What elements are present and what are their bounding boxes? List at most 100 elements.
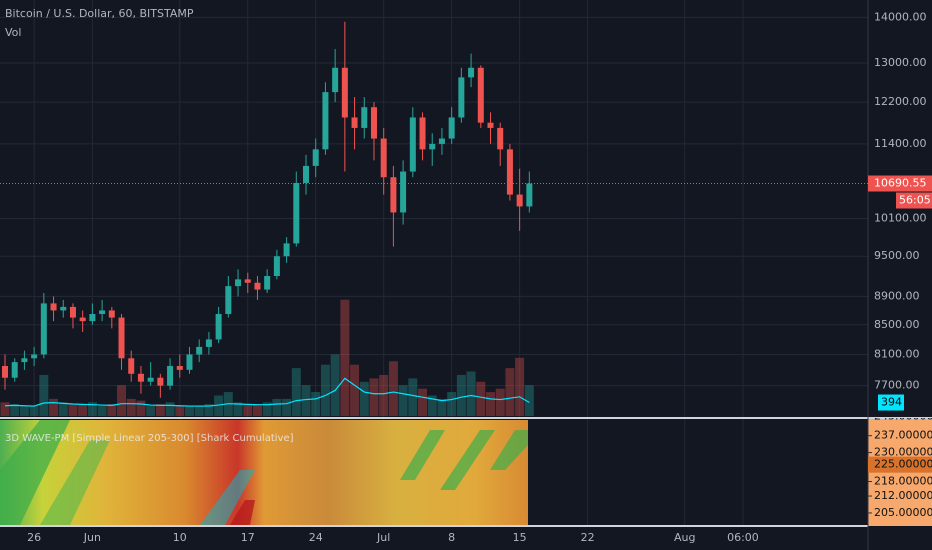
candle-body	[167, 365, 174, 386]
y-tick-label: 11400.00	[874, 137, 927, 150]
volume-ma	[4, 377, 530, 407]
volume-bar	[136, 400, 146, 416]
candle-body	[225, 286, 232, 314]
candle-body	[196, 346, 203, 355]
candle-body	[380, 138, 387, 178]
volume-bar	[447, 392, 457, 416]
volume-label: 394	[881, 396, 902, 409]
volume-bar	[495, 388, 505, 416]
volume-bar	[204, 404, 214, 416]
candle-body	[147, 377, 154, 382]
volume-bar	[87, 402, 97, 416]
last-value-bg	[868, 456, 932, 473]
volume-bar	[97, 405, 107, 416]
volume-bar	[456, 374, 466, 416]
volume-bar	[19, 405, 29, 416]
volume-bar	[107, 404, 117, 416]
candle-body	[497, 127, 504, 150]
candle-body	[118, 317, 125, 359]
candle-body	[264, 276, 271, 290]
candle-body	[79, 317, 86, 322]
y-tick-label: 237.0000000	[874, 429, 932, 442]
candle-body	[50, 303, 57, 311]
candle-body	[108, 310, 115, 318]
candle-body	[506, 149, 513, 195]
volume-label-bg	[878, 394, 904, 411]
y-tick-label: 14000.00	[874, 10, 927, 23]
volume-bar	[340, 299, 350, 416]
candle-body	[69, 306, 76, 318]
y-tick-label: 245.0000000	[874, 409, 932, 422]
y-tick-label: 10100.00	[874, 212, 927, 225]
volume-bar	[359, 381, 369, 416]
candle-body	[390, 177, 397, 213]
heatmap-band	[400, 430, 445, 480]
y-tick-label: 9500.00	[874, 249, 920, 262]
y-tick-label: 212.0000000	[874, 489, 932, 502]
volume-bar	[165, 402, 175, 416]
volume-bar	[262, 402, 272, 416]
candle-body	[516, 194, 523, 207]
candle-body	[303, 165, 310, 183]
candle-body	[157, 377, 164, 386]
candle-body	[40, 303, 47, 355]
volume-bar	[194, 405, 204, 416]
countdown-bg	[896, 192, 932, 209]
candle-body	[273, 256, 280, 277]
heatmap-band	[230, 500, 255, 525]
candle-body	[429, 143, 436, 150]
candle-body	[458, 77, 465, 118]
candle-body	[293, 182, 300, 244]
volume-name: Vol	[5, 26, 21, 39]
candle-body	[468, 67, 475, 78]
heatmap-band	[490, 430, 528, 470]
candle-body	[244, 279, 251, 283]
candle-body	[60, 306, 67, 311]
volume-bar	[214, 395, 224, 416]
y-tick-label: 8500.00	[874, 318, 920, 331]
volume-bar	[515, 357, 525, 416]
y-tick-label: 7700.00	[874, 379, 920, 392]
last-value-label: 225.0000000	[874, 458, 932, 471]
candle-body	[322, 92, 329, 150]
heatmap-band	[40, 440, 110, 525]
y-tick-label: 230.0000000	[874, 446, 932, 459]
candle-body	[487, 122, 494, 128]
x-tick-label: 15	[513, 531, 527, 544]
candle-body	[21, 358, 28, 363]
candle-body	[477, 67, 484, 123]
candle-body	[419, 117, 426, 150]
candle-body	[11, 362, 18, 378]
x-tick-label: Jun	[83, 531, 101, 544]
volume-bar	[437, 398, 447, 416]
chart-title: Bitcoin / U.S. Dollar, 60, BITSTAMP	[5, 7, 194, 20]
y-tick-label: 8100.00	[874, 347, 920, 360]
x-tick-label: 24	[309, 531, 323, 544]
volume-bar	[68, 404, 78, 416]
candle-body	[409, 117, 416, 172]
candle-body	[400, 171, 407, 213]
y-tick-label: 8900.00	[874, 289, 920, 302]
x-tick-label: Jul	[376, 531, 390, 544]
candle-body	[438, 138, 445, 144]
volume-bar	[350, 364, 360, 416]
volume-bar	[418, 388, 428, 416]
volume-bar	[146, 405, 156, 416]
y-tick-label: 13000.00	[874, 56, 927, 69]
candle-body	[351, 117, 358, 128]
heatmap-band	[200, 470, 255, 525]
volume-bar	[311, 392, 321, 416]
heatmap-band	[0, 420, 70, 525]
candle-body	[332, 67, 339, 93]
volume-bar	[379, 374, 389, 416]
lower-axis: 245.0000000 237.0000000 230.0000000 218.000…	[868, 409, 932, 519]
volume-bar	[155, 404, 165, 416]
x-tick-label: 10	[173, 531, 187, 544]
x-tick-label: 17	[241, 531, 255, 544]
volume-bar	[369, 378, 379, 416]
x-tick-label: 06:00	[727, 531, 759, 544]
candle-body	[312, 149, 319, 166]
y-tick-label: 12200.00	[874, 95, 927, 108]
